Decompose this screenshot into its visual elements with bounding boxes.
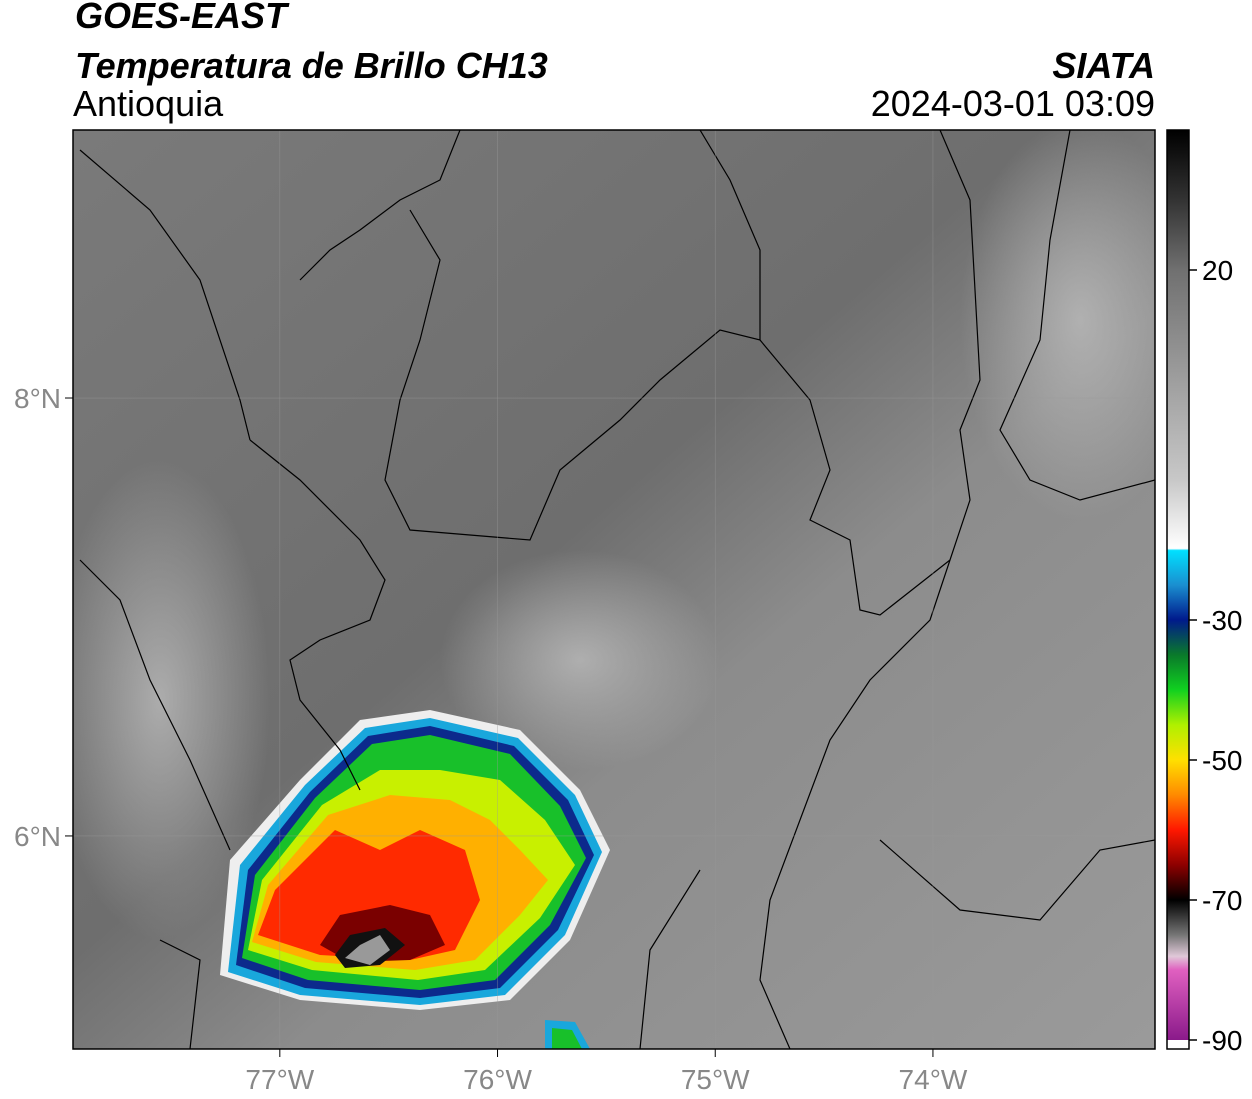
region: Antioquia (73, 83, 224, 124)
x-tick-label: 75°W (681, 1064, 750, 1095)
graticule (73, 130, 1155, 1049)
colorbar-tick-label: -90 (1202, 1025, 1242, 1056)
map (73, 130, 1155, 1049)
colorbar-tick-label: -30 (1202, 605, 1242, 636)
map-frame (72, 129, 1156, 1050)
x-tick-label: 76°W (463, 1064, 532, 1095)
haze (440, 550, 720, 770)
x-tick-label: 77°W (245, 1064, 314, 1095)
y-tick-label: 6°N (14, 821, 61, 852)
y-tick-label: 8°N (14, 383, 61, 414)
storm (220, 710, 610, 1049)
colorbar-tick-label: 20 (1202, 255, 1233, 286)
colorbar (1167, 130, 1189, 1040)
haze (73, 460, 270, 940)
colorbar-frame (1166, 129, 1190, 1050)
subtitle: Temperatura de Brillo CH13 (75, 45, 548, 86)
source: SIATA (1052, 45, 1155, 86)
colorbar-tick-label: -50 (1202, 745, 1242, 776)
title: GOES-EAST (75, 0, 290, 36)
colorbar-tick-label: -70 (1202, 885, 1242, 916)
colorbar-under (1167, 1040, 1189, 1049)
borders (79, 130, 1155, 1049)
x-tick-label: 74°W (899, 1064, 968, 1095)
haze (960, 130, 1155, 520)
datetime: 2024-03-01 03:09 (871, 83, 1155, 124)
